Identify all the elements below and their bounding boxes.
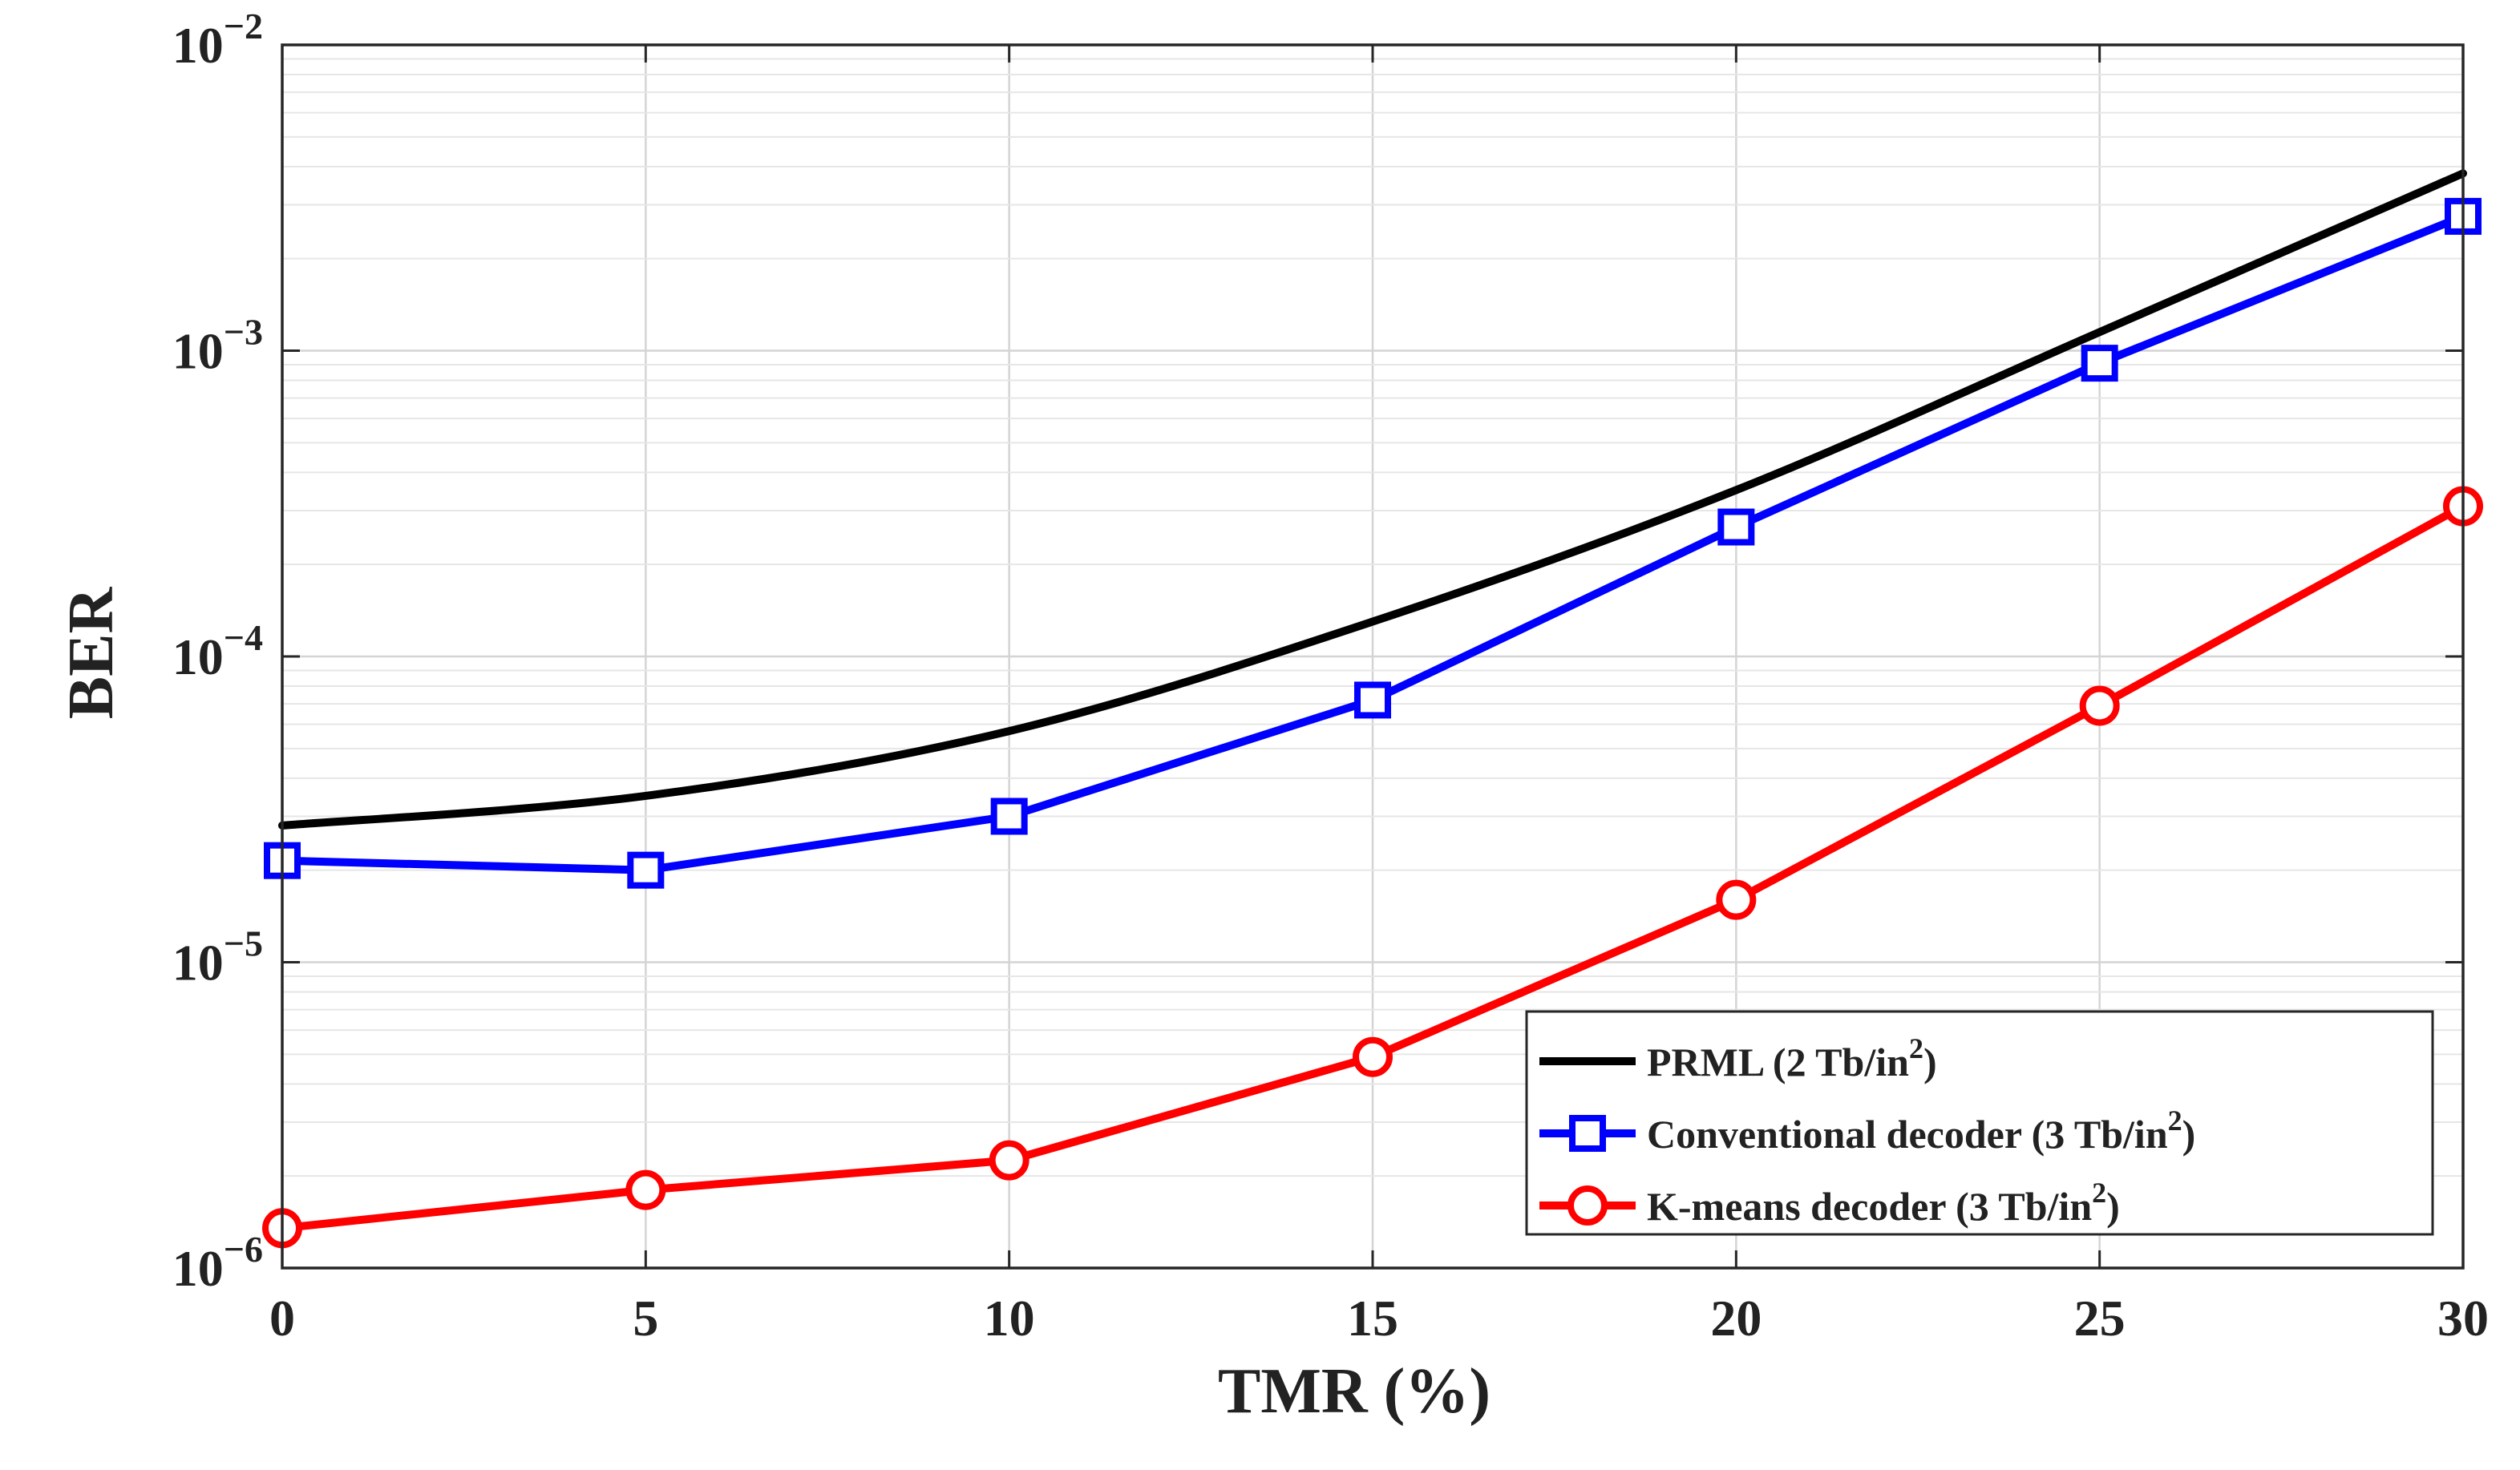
legend-item-prml: PRML (2 Tb/in2) bbox=[1539, 1032, 1937, 1084]
data-point-kmeans bbox=[1716, 879, 1757, 920]
legend: PRML (2 Tb/in2) Conventional decoder (3 T… bbox=[1525, 1010, 2434, 1236]
y-tick-exponent: −4 bbox=[224, 617, 263, 658]
y-tick-label: 10−2 bbox=[172, 6, 263, 74]
y-tick-base: 10 bbox=[172, 935, 224, 991]
y-axis-label: BER bbox=[56, 587, 127, 720]
x-tick-label: 25 bbox=[2074, 1290, 2126, 1347]
x-tick-label: 0 bbox=[269, 1290, 295, 1347]
x-tick-labels: 0 5 10 15 20 25 30 bbox=[269, 1290, 2489, 1347]
y-tick-label: 10−4 bbox=[172, 617, 263, 685]
y-tick-exponent: −6 bbox=[224, 1229, 263, 1270]
series-layer bbox=[262, 169, 2483, 1249]
x-tick-label: 30 bbox=[2437, 1290, 2489, 1347]
y-tick-base: 10 bbox=[172, 323, 224, 380]
x-tick-label: 20 bbox=[1710, 1290, 1762, 1347]
data-point-conventional bbox=[2081, 345, 2118, 382]
legend-swatch-marker bbox=[1569, 1115, 1606, 1152]
data-point-conventional bbox=[990, 798, 1028, 835]
series-kmeans bbox=[262, 486, 2483, 1249]
y-tick-labels: 10−210−310−410−510−6 bbox=[172, 6, 263, 1297]
data-point-kmeans bbox=[625, 1169, 666, 1210]
data-point-kmeans bbox=[2079, 685, 2120, 726]
data-point-conventional bbox=[1354, 681, 1391, 719]
y-tick-label: 10−6 bbox=[172, 1229, 263, 1297]
y-tick-base: 10 bbox=[172, 17, 224, 74]
legend-item-kmeans: K-means decoder (3 Tb/in2) bbox=[1539, 1177, 2120, 1229]
legend-label: Conventional decoder (3 Tb/in2) bbox=[1647, 1105, 2195, 1157]
series-prml bbox=[278, 169, 2467, 830]
y-tick-exponent: −5 bbox=[224, 923, 263, 964]
legend-label: PRML (2 Tb/in2) bbox=[1647, 1032, 1937, 1084]
x-tick-label: 15 bbox=[1347, 1290, 1398, 1347]
y-tick-label: 10−3 bbox=[172, 312, 263, 380]
y-tick-base: 10 bbox=[172, 628, 224, 685]
y-tick-exponent: −2 bbox=[224, 6, 263, 46]
x-tick-label: 10 bbox=[984, 1290, 1035, 1347]
y-tick-label: 10−5 bbox=[172, 923, 263, 991]
legend-label: K-means decoder (3 Tb/in2) bbox=[1647, 1177, 2120, 1229]
data-point-kmeans bbox=[1353, 1036, 1393, 1077]
x-axis-label: TMR (%) bbox=[1218, 1356, 1491, 1427]
legend-swatch-marker bbox=[1567, 1185, 1608, 1226]
x-tick-label: 5 bbox=[633, 1290, 658, 1347]
data-point-kmeans bbox=[989, 1140, 1029, 1181]
legend-box bbox=[1525, 1010, 2434, 1236]
series-line-prml bbox=[278, 169, 2467, 830]
series-conventional bbox=[264, 197, 2482, 889]
data-point-conventional bbox=[1717, 508, 1755, 546]
y-tick-base: 10 bbox=[172, 1240, 224, 1297]
y-tick-exponent: −3 bbox=[224, 312, 263, 353]
data-point-conventional bbox=[627, 851, 665, 889]
legend-item-conventional: Conventional decoder (3 Tb/in2) bbox=[1539, 1105, 2195, 1157]
ticks-layer bbox=[281, 43, 2465, 1270]
